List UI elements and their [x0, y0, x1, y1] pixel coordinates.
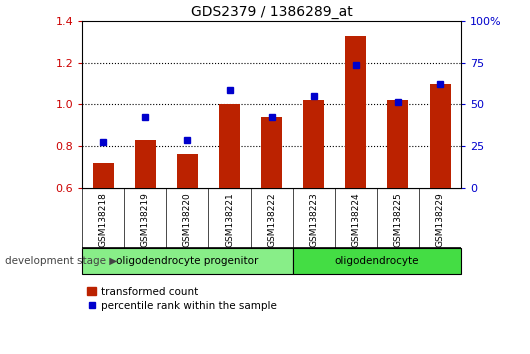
- Text: GSM138220: GSM138220: [183, 193, 192, 247]
- Bar: [135, 140, 156, 188]
- Legend: transformed count, percentile rank within the sample: transformed count, percentile rank withi…: [87, 287, 277, 311]
- Text: GSM138218: GSM138218: [99, 193, 108, 247]
- Text: GSM138221: GSM138221: [225, 193, 234, 247]
- Text: oligodendrocyte progenitor: oligodendrocyte progenitor: [116, 256, 259, 266]
- Bar: [93, 163, 114, 188]
- Text: GSM138229: GSM138229: [436, 193, 445, 247]
- Bar: [82, 248, 293, 274]
- Text: GSM138219: GSM138219: [141, 193, 150, 247]
- Text: oligodendrocyte: oligodendrocyte: [334, 256, 419, 266]
- Text: GSM138225: GSM138225: [393, 193, 402, 247]
- Text: GSM138223: GSM138223: [309, 193, 318, 247]
- Bar: [261, 117, 282, 188]
- Text: development stage ▶: development stage ▶: [5, 256, 118, 266]
- Text: GSM138222: GSM138222: [267, 193, 276, 247]
- Bar: [387, 100, 409, 188]
- Title: GDS2379 / 1386289_at: GDS2379 / 1386289_at: [191, 5, 352, 19]
- Bar: [177, 154, 198, 188]
- Text: GSM138224: GSM138224: [351, 193, 360, 247]
- Bar: [303, 100, 324, 188]
- Bar: [219, 104, 240, 188]
- Bar: [429, 84, 450, 188]
- Bar: [293, 248, 461, 274]
- Bar: [346, 36, 366, 188]
